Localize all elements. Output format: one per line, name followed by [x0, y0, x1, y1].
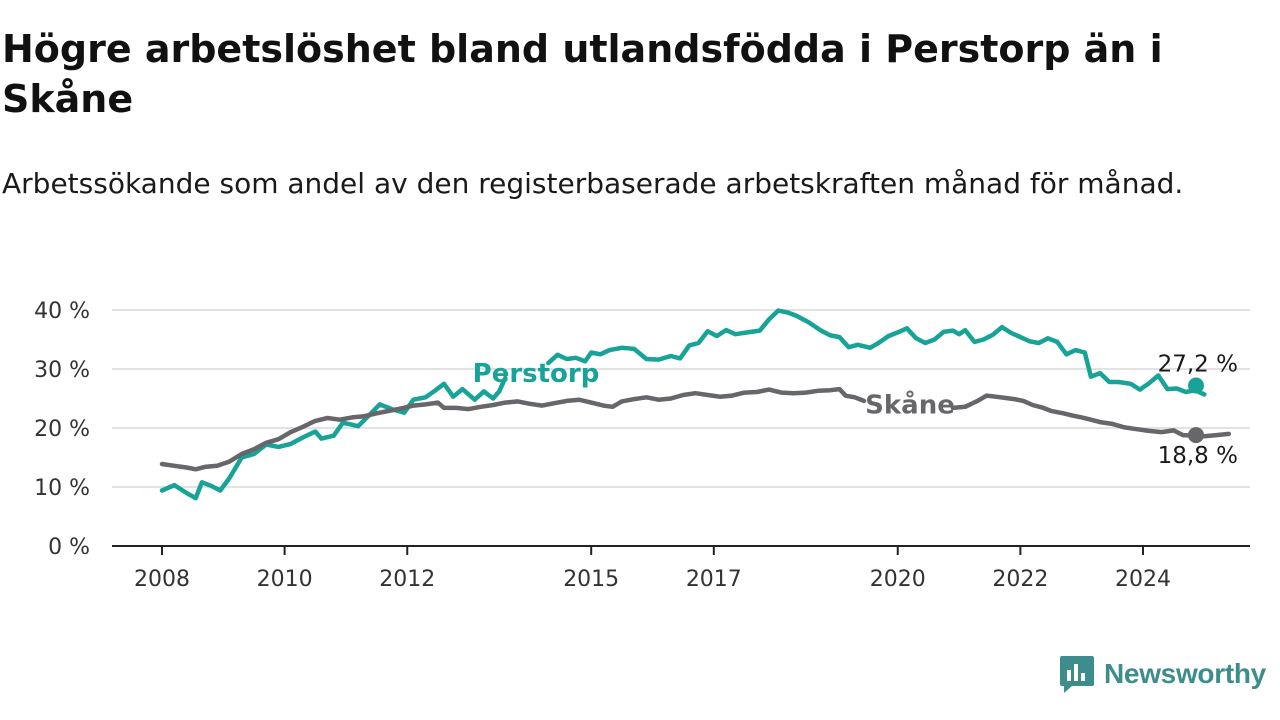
x-tick-label: 2010	[257, 567, 313, 592]
newsworthy-logo-icon	[1060, 656, 1094, 693]
newsworthy-logo-text: Newsworthy	[1104, 658, 1266, 689]
x-tick-label: 2022	[992, 567, 1048, 592]
x-tick-label: 2015	[563, 567, 619, 592]
x-tick-label: 2008	[134, 567, 190, 592]
series-label-perstorp: Perstorp	[473, 359, 600, 389]
series-lines	[159, 308, 1232, 501]
end-label-perstorp: 27,2 %	[1158, 352, 1238, 378]
chart-subtitle: Arbetssökande som andel av den registerb…	[2, 167, 1184, 200]
gridlines	[112, 309, 1250, 547]
chart-title: Högre arbetslöshet bland utlandsfödda i …	[2, 27, 1163, 121]
newsworthy-logo: Newsworthy	[1058, 654, 1266, 694]
y-tick-label: 40 %	[34, 299, 90, 324]
x-tick-label: 2012	[379, 567, 435, 592]
series-line-perstorp	[159, 308, 1207, 501]
y-tick-label: 20 %	[34, 417, 90, 442]
x-axis-ticks: 2008 2010 2012 2015 2017 2020 2022 2024	[134, 546, 1171, 592]
x-tick-label: 2017	[686, 567, 742, 592]
y-tick-label: 0 %	[48, 535, 90, 560]
x-tick-label: 2020	[870, 567, 926, 592]
y-tick-label: 10 %	[34, 476, 90, 501]
y-tick-label: 30 %	[34, 358, 90, 383]
end-label-skåne: 18,8 %	[1158, 443, 1238, 469]
end-point-skåne	[1188, 427, 1204, 444]
y-axis-ticks: 0 % 10 % 20 % 30 % 40 %	[34, 299, 90, 560]
end-point-perstorp	[1188, 377, 1204, 394]
x-tick-label: 2024	[1115, 567, 1171, 592]
series-line-skåne	[159, 386, 1232, 472]
series-labels: 27,2 % 18,8 % Perstorp Skåne	[473, 352, 1238, 470]
series-label-skåne: Skåne	[865, 388, 955, 420]
